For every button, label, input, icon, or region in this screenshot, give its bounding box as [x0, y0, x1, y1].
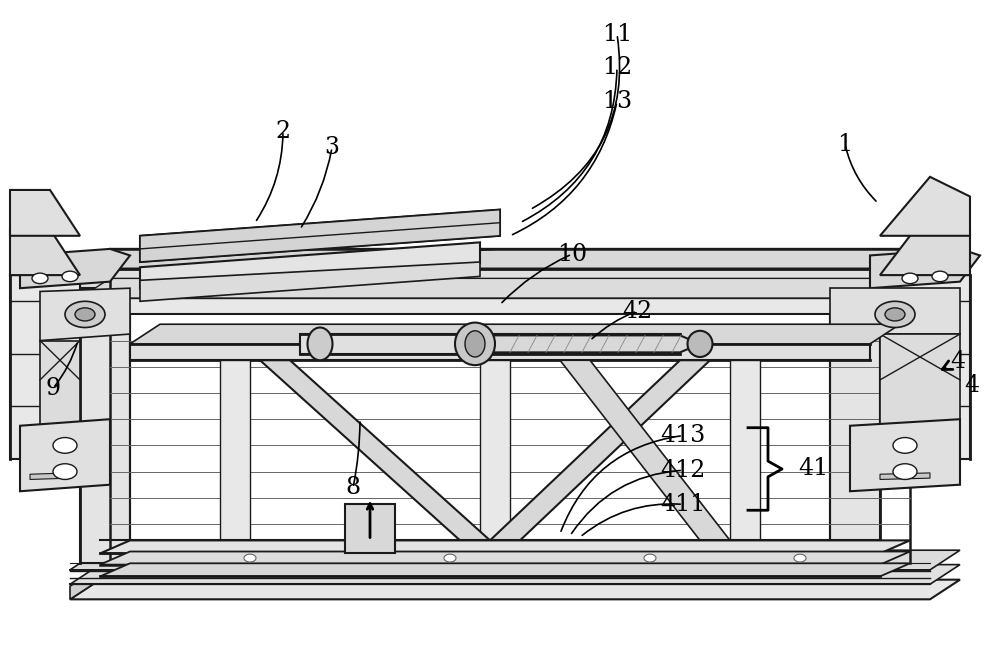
Polygon shape	[10, 229, 80, 275]
Ellipse shape	[455, 322, 495, 365]
Polygon shape	[345, 504, 395, 553]
Polygon shape	[10, 275, 80, 458]
Polygon shape	[480, 360, 510, 563]
Text: 2: 2	[275, 119, 291, 143]
Polygon shape	[70, 567, 100, 599]
Text: 4: 4	[942, 350, 966, 373]
Polygon shape	[220, 360, 250, 563]
Ellipse shape	[308, 328, 332, 360]
Text: 4: 4	[964, 373, 980, 397]
Text: 10: 10	[557, 242, 587, 266]
Polygon shape	[880, 275, 970, 458]
Polygon shape	[260, 360, 490, 540]
Text: 411: 411	[660, 493, 706, 516]
Circle shape	[794, 554, 806, 562]
Polygon shape	[100, 563, 910, 576]
Ellipse shape	[465, 331, 485, 357]
Polygon shape	[850, 419, 960, 491]
Polygon shape	[80, 298, 880, 314]
Circle shape	[32, 273, 48, 284]
Circle shape	[885, 308, 905, 321]
Circle shape	[62, 271, 78, 282]
Circle shape	[893, 438, 917, 453]
Polygon shape	[870, 249, 980, 288]
Polygon shape	[40, 288, 130, 341]
Polygon shape	[730, 360, 760, 563]
Circle shape	[53, 438, 77, 453]
Text: 413: 413	[660, 424, 706, 447]
Polygon shape	[70, 565, 960, 584]
Circle shape	[65, 301, 105, 328]
Polygon shape	[10, 190, 80, 236]
Polygon shape	[20, 419, 110, 491]
Polygon shape	[140, 242, 480, 288]
Polygon shape	[880, 473, 930, 479]
Polygon shape	[490, 360, 710, 540]
Polygon shape	[40, 341, 80, 426]
Text: 1: 1	[837, 132, 853, 156]
Circle shape	[932, 271, 948, 282]
Polygon shape	[80, 269, 880, 288]
Polygon shape	[100, 552, 910, 565]
Polygon shape	[80, 249, 910, 269]
Text: 41: 41	[798, 457, 828, 481]
Circle shape	[893, 464, 917, 479]
Polygon shape	[830, 288, 880, 563]
Text: 13: 13	[602, 90, 632, 113]
Polygon shape	[80, 262, 130, 288]
Text: 9: 9	[45, 377, 61, 400]
Text: 8: 8	[345, 476, 361, 500]
Polygon shape	[80, 278, 910, 298]
Circle shape	[244, 554, 256, 562]
Polygon shape	[475, 335, 700, 352]
Polygon shape	[560, 360, 730, 540]
Circle shape	[902, 273, 918, 284]
Polygon shape	[300, 334, 680, 354]
Polygon shape	[880, 334, 960, 426]
Polygon shape	[830, 288, 960, 334]
Polygon shape	[100, 540, 910, 553]
Circle shape	[875, 301, 915, 328]
Text: 42: 42	[622, 299, 652, 323]
Circle shape	[53, 464, 77, 479]
Polygon shape	[130, 344, 870, 360]
Polygon shape	[70, 580, 960, 599]
Ellipse shape	[688, 331, 712, 357]
Circle shape	[75, 308, 95, 321]
Text: 412: 412	[660, 458, 706, 482]
Circle shape	[644, 554, 656, 562]
Polygon shape	[70, 550, 960, 570]
Text: 12: 12	[602, 56, 632, 79]
Polygon shape	[130, 324, 900, 344]
Polygon shape	[80, 288, 130, 563]
Text: 3: 3	[324, 136, 340, 159]
Polygon shape	[880, 177, 970, 236]
Polygon shape	[20, 249, 130, 288]
Polygon shape	[140, 262, 480, 301]
Polygon shape	[880, 210, 970, 275]
Text: 11: 11	[602, 22, 632, 46]
Polygon shape	[140, 210, 500, 262]
Polygon shape	[30, 473, 70, 479]
Polygon shape	[140, 210, 500, 262]
Circle shape	[444, 554, 456, 562]
